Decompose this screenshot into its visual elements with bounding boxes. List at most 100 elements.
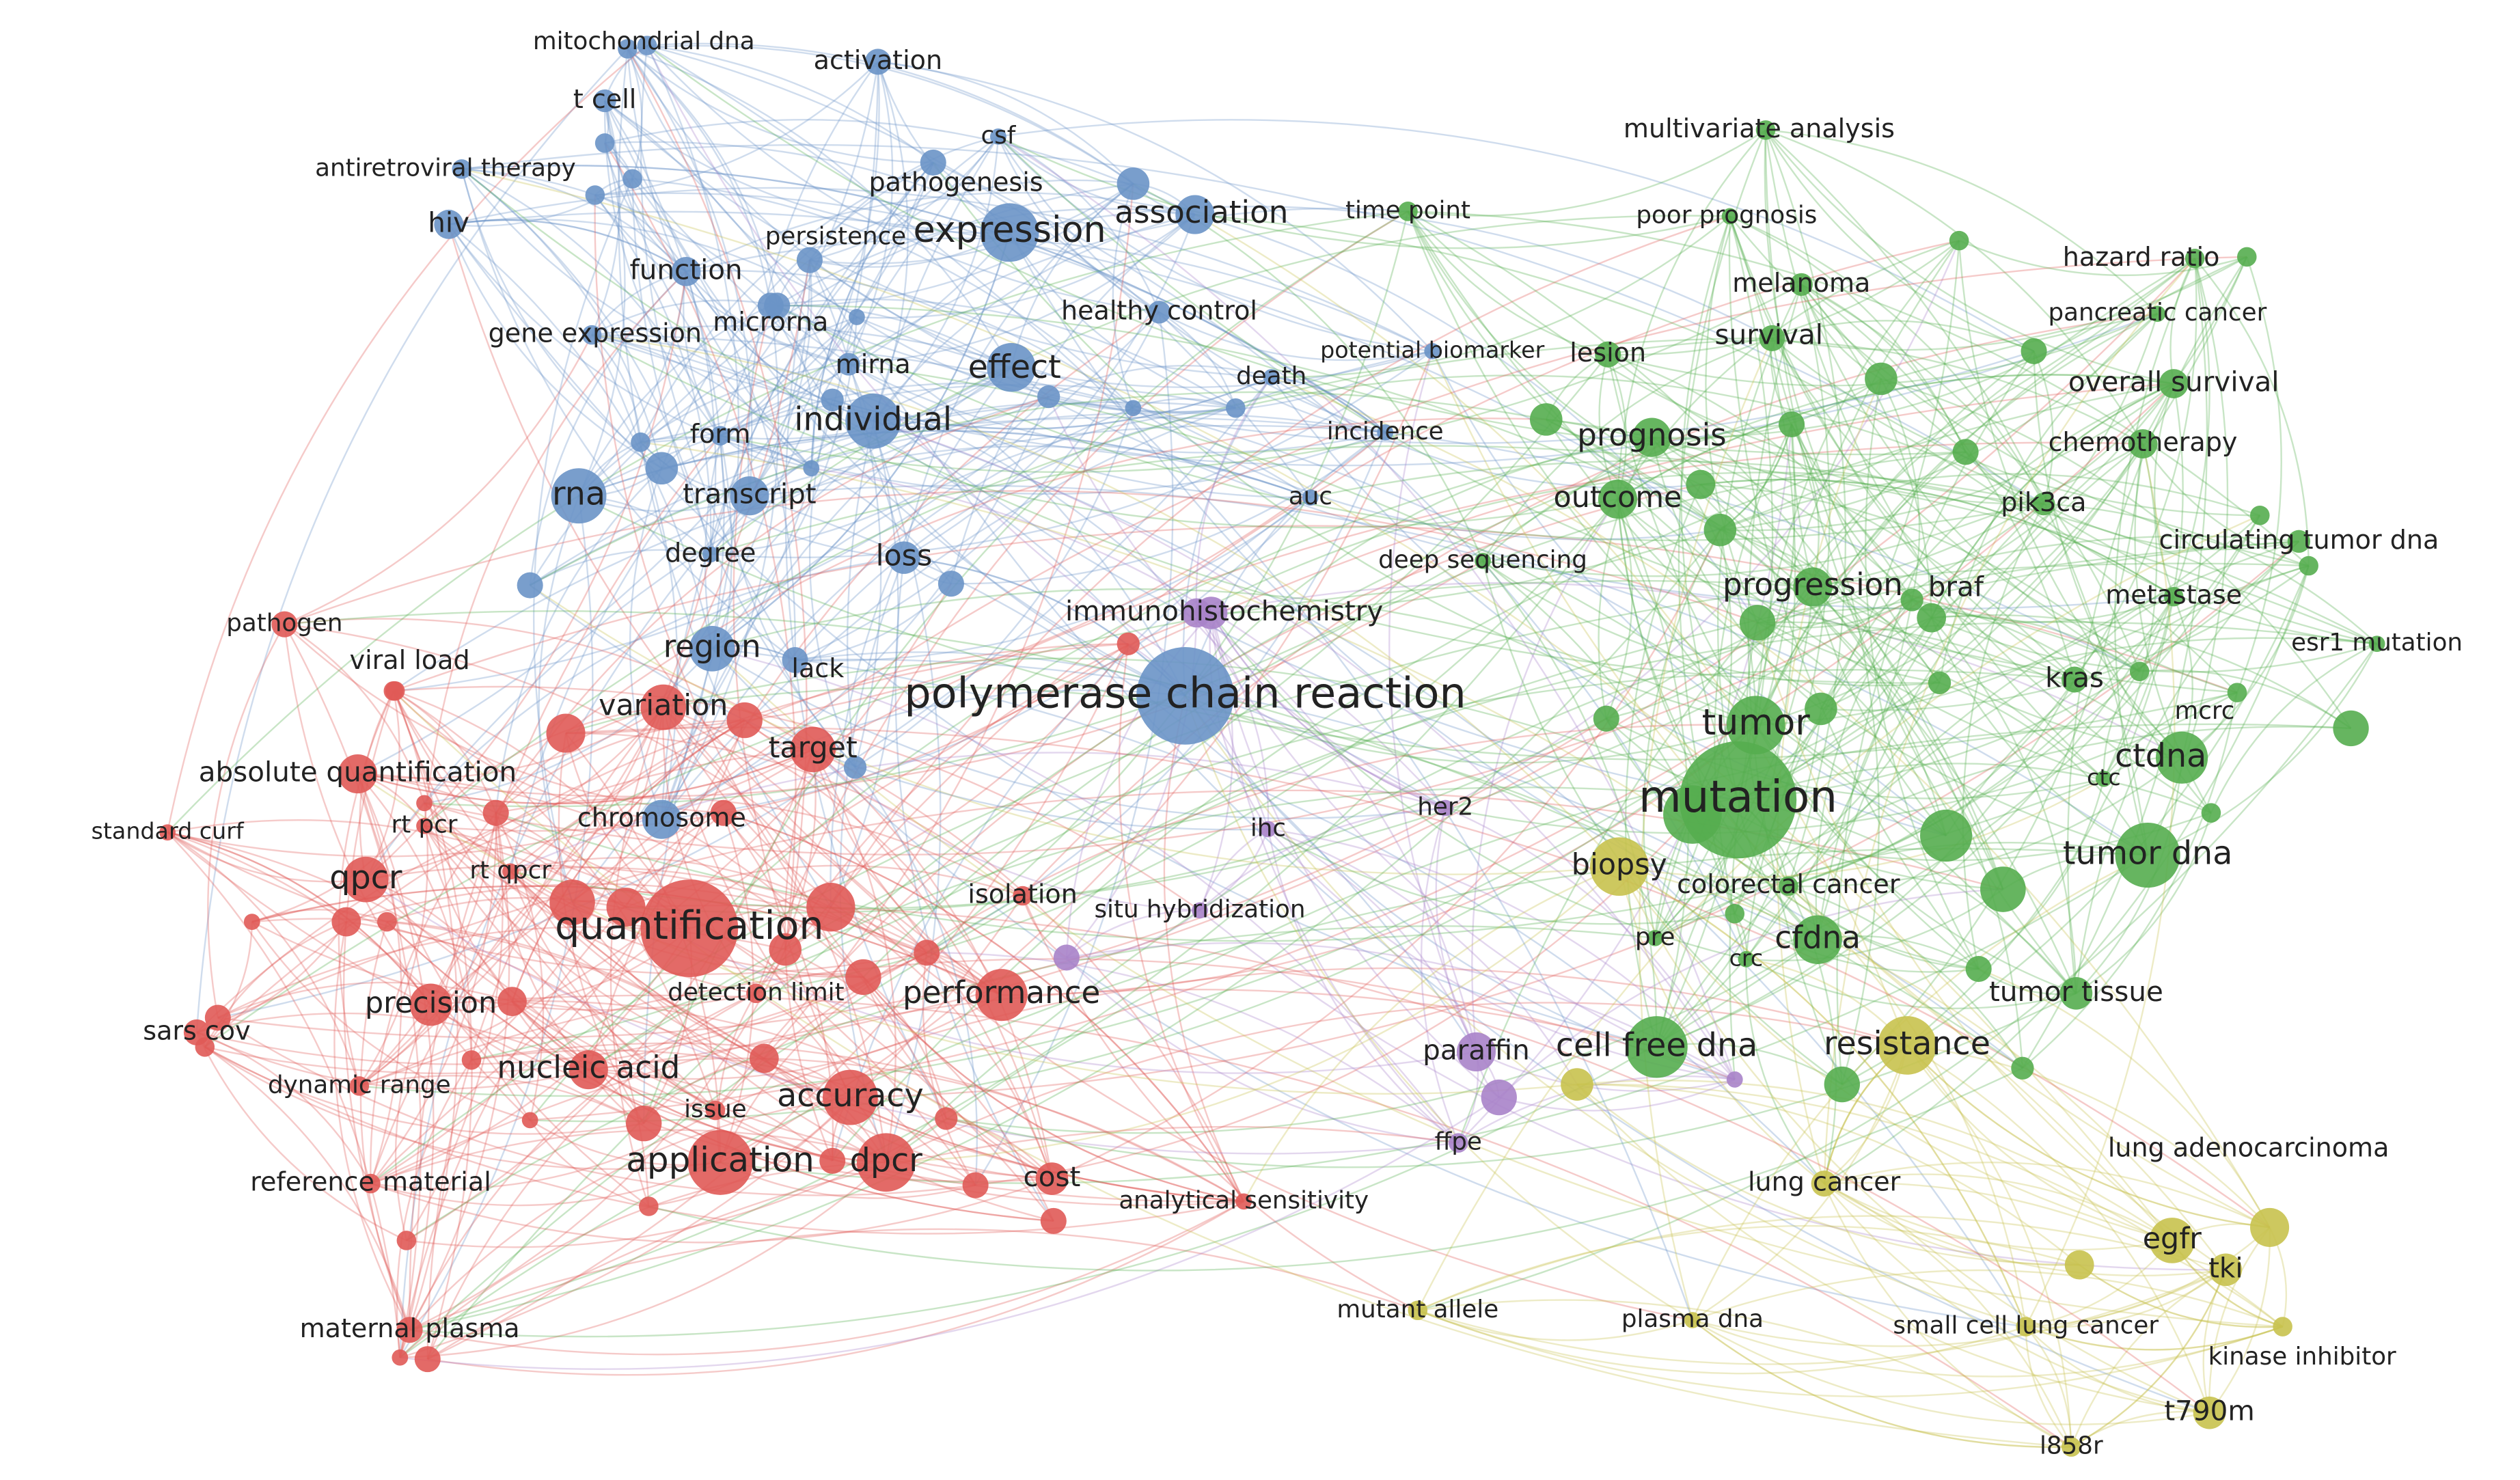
edge	[1962, 504, 2044, 970]
edge	[591, 333, 1620, 868]
node	[409, 983, 452, 1026]
edge	[357, 773, 473, 1060]
edge	[588, 786, 1738, 1071]
edge	[1815, 599, 1913, 940]
node-label: l858r	[2040, 1432, 2103, 1460]
node-label: her2	[1417, 793, 1473, 821]
node	[821, 388, 844, 411]
node-label: activation	[814, 45, 942, 75]
edge	[394, 690, 690, 929]
edge	[399, 812, 724, 1358]
edge	[578, 383, 1236, 497]
edge	[1771, 338, 1932, 619]
edge	[167, 832, 401, 1358]
edge	[604, 100, 905, 558]
node	[2250, 505, 2270, 525]
edge	[1199, 909, 2226, 1271]
edge	[400, 1097, 1500, 1370]
edge	[2022, 692, 2238, 1069]
edge	[365, 271, 687, 881]
edge	[2070, 1269, 2227, 1448]
node-label: mcrc	[2174, 697, 2234, 725]
edge	[399, 495, 750, 1358]
edge	[393, 690, 497, 814]
node-label: colorectal cancer	[1677, 869, 1900, 899]
edge	[370, 720, 745, 1185]
edge	[885, 540, 2299, 1164]
edge	[448, 219, 687, 273]
node	[726, 702, 763, 739]
node	[1125, 400, 1142, 417]
edge	[1407, 210, 1721, 531]
edge	[784, 948, 1054, 1222]
node	[1900, 588, 1923, 612]
edge	[1001, 724, 1757, 996]
node	[1263, 369, 1280, 385]
edge	[1407, 210, 2105, 780]
edge	[530, 383, 2175, 1121]
node	[1598, 479, 1638, 519]
edge	[2139, 258, 2210, 672]
node	[1679, 741, 1797, 859]
edge	[998, 135, 1736, 1080]
node	[1626, 1016, 1688, 1078]
edge	[359, 871, 512, 1087]
node-label: esr1 mutation	[2291, 629, 2463, 657]
node	[796, 247, 823, 273]
edge	[709, 135, 999, 555]
node	[497, 987, 527, 1017]
edge	[1788, 885, 2023, 1069]
edge	[1417, 1299, 2072, 1448]
edge	[975, 814, 1693, 1186]
edge	[1199, 828, 1269, 911]
edge	[627, 48, 771, 306]
edge	[627, 48, 808, 950]
edge	[850, 540, 2300, 1099]
node	[1035, 1162, 1069, 1195]
node	[1811, 1170, 1837, 1197]
edge	[604, 142, 1738, 801]
node	[349, 1076, 370, 1096]
edge	[1498, 888, 2003, 1098]
edge	[424, 437, 1653, 808]
edge	[1267, 829, 1460, 1144]
edge	[646, 44, 1694, 1321]
edge	[711, 648, 2026, 1328]
node	[1686, 469, 1716, 499]
edge	[217, 376, 1272, 1019]
edge	[1444, 240, 1960, 809]
edge	[1906, 1044, 2271, 1229]
edge	[812, 748, 1245, 1202]
edge	[395, 312, 1160, 692]
edge	[424, 556, 905, 804]
edge	[748, 260, 812, 497]
edge	[594, 194, 687, 272]
edge	[1482, 560, 1747, 960]
edge	[1692, 1269, 2226, 1347]
edge	[1607, 354, 1980, 970]
node	[1235, 1193, 1252, 1210]
edge	[832, 497, 1311, 1162]
edge	[2114, 258, 2196, 855]
edge	[365, 396, 1050, 880]
node	[1917, 603, 1947, 633]
edge	[795, 497, 1311, 662]
node	[790, 726, 836, 773]
node	[710, 426, 730, 446]
node-label: hiv	[428, 206, 469, 238]
edge	[357, 773, 650, 1207]
edge	[711, 232, 1011, 650]
edge	[1790, 424, 1820, 588]
node-label: pre	[1635, 923, 1675, 951]
edge	[1757, 599, 1913, 629]
node-label: outcome	[1554, 480, 1682, 515]
edge	[661, 271, 725, 820]
edge	[1824, 1183, 2226, 1277]
node-label: analytical sensitivity	[1119, 1186, 1369, 1214]
edge	[848, 207, 1408, 365]
edge	[854, 407, 1134, 769]
edge	[392, 690, 662, 821]
edge	[370, 812, 497, 1184]
edge	[1729, 240, 1960, 1080]
